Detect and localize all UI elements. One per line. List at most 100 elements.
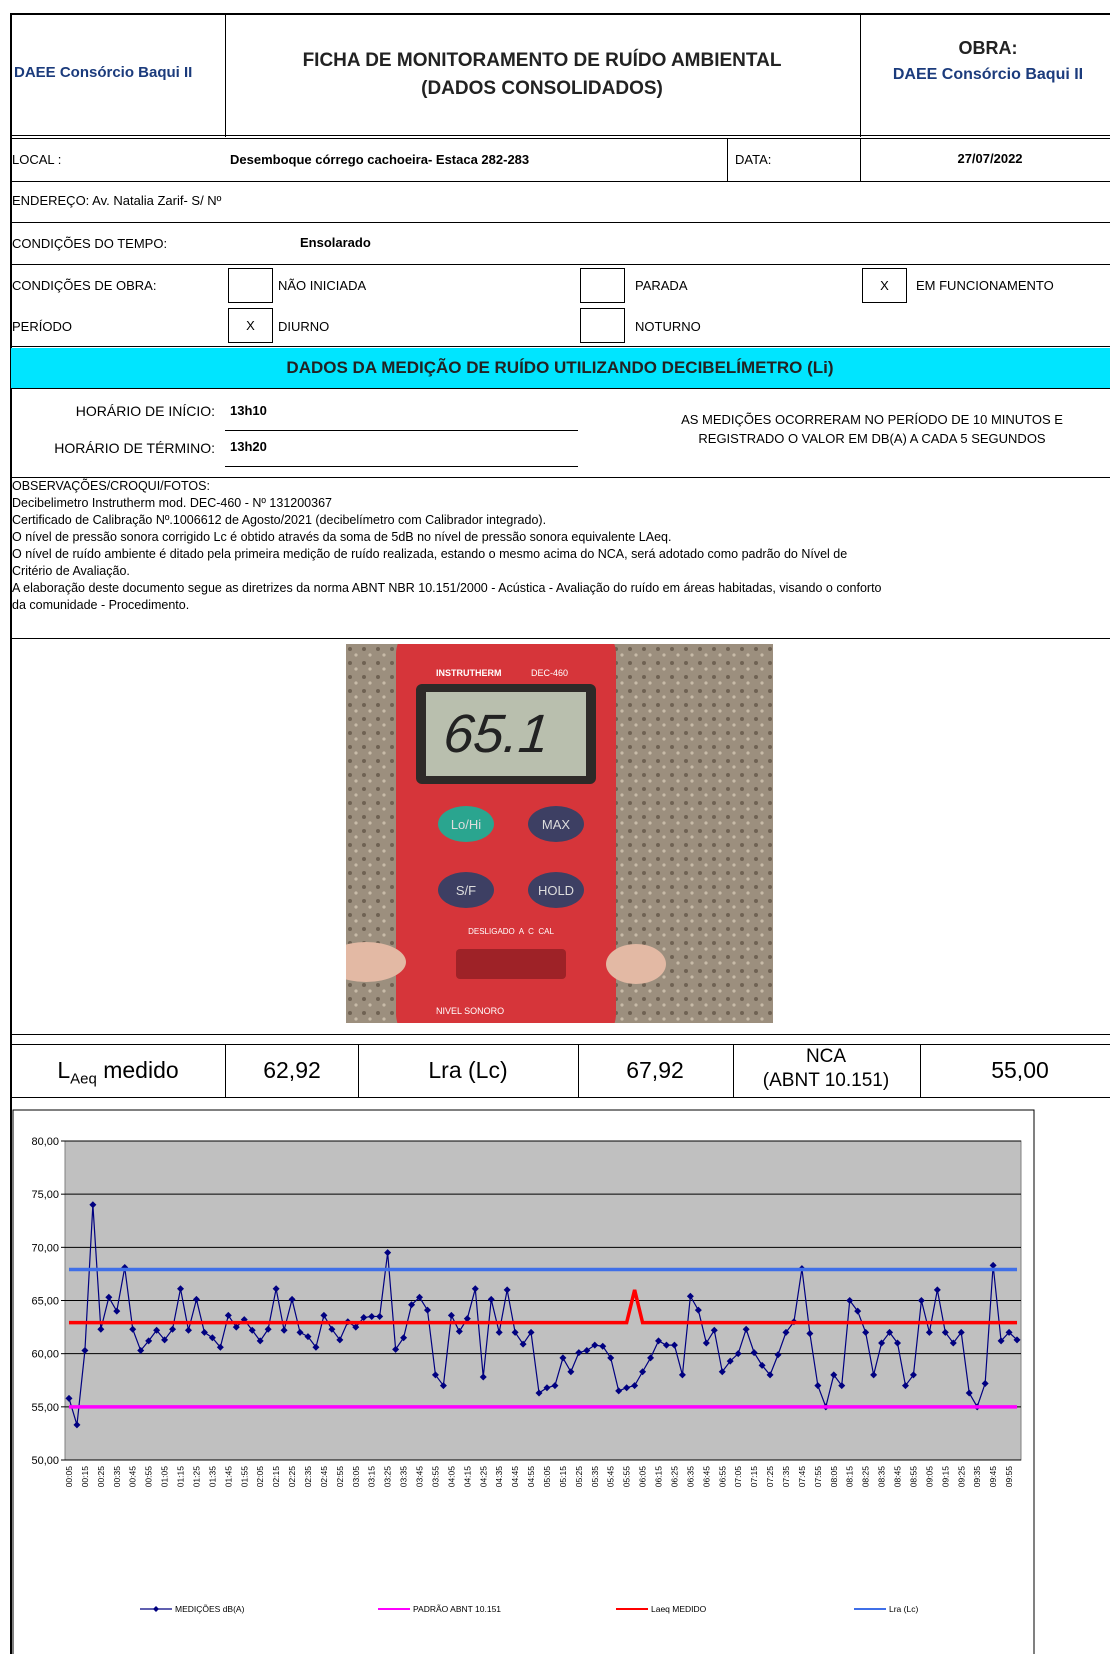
x-tick-label: 03:55 <box>430 1466 440 1488</box>
rule <box>10 222 1110 223</box>
data-point <box>686 1292 694 1300</box>
data-point <box>487 1295 495 1303</box>
model: DEC-460 <box>531 668 568 678</box>
switch <box>456 949 566 979</box>
data-point <box>105 1293 113 1301</box>
obs-line: Critério de Avaliação. <box>12 564 130 578</box>
x-tick-label: 04:35 <box>494 1466 504 1488</box>
x-tick-label: 05:45 <box>606 1466 616 1488</box>
x-tick-label: 07:35 <box>781 1466 791 1488</box>
label: DATA: <box>735 152 772 167</box>
rule <box>10 1044 1110 1045</box>
data-point <box>89 1201 97 1209</box>
data-point <box>463 1315 471 1323</box>
data-point <box>886 1328 894 1336</box>
obs-line: Certificado de Calibração Nº.1006612 de … <box>12 513 547 527</box>
x-tick-label: 03:05 <box>351 1466 361 1488</box>
x-tick-label: 08:15 <box>845 1466 855 1488</box>
x-tick-label: 00:05 <box>64 1466 74 1488</box>
legend-label: MEDIÇÕES dB(A) <box>175 1604 245 1614</box>
rule <box>10 181 1110 182</box>
data-point <box>782 1328 790 1336</box>
y-tick-label: 70,00 <box>31 1242 59 1254</box>
x-tick-label: 02:05 <box>255 1466 265 1488</box>
data-point <box>551 1382 559 1390</box>
note: AS MEDIÇÕES OCORRERAM NO PERÍODO DE 10 M… <box>681 412 1063 427</box>
x-tick-label: 06:05 <box>638 1466 648 1488</box>
data-point <box>431 1371 439 1379</box>
legend-label: PADRÃO ABNT 10.151 <box>413 1604 501 1614</box>
data-point <box>949 1339 957 1347</box>
data-point <box>1013 1336 1021 1344</box>
checkbox <box>580 308 625 343</box>
data-point <box>662 1341 670 1349</box>
x-tick-label: 07:15 <box>749 1466 759 1488</box>
data-point <box>336 1336 344 1344</box>
text: medido <box>96 1057 179 1083</box>
text: L <box>57 1057 71 1083</box>
title: FICHA DE MONITORAMENTO DE RUÍDO AMBIENTA… <box>302 50 782 71</box>
label: HORÁRIO DE INÍCIO: <box>75 403 215 419</box>
x-tick-label: 04:15 <box>462 1466 472 1488</box>
label: CONDIÇÕES DO TEMPO: <box>12 236 168 251</box>
data-point <box>320 1311 328 1319</box>
data-point <box>670 1341 678 1349</box>
legend-marker <box>153 1606 159 1612</box>
x-tick-label: 01:25 <box>191 1466 201 1488</box>
data-point <box>376 1312 384 1320</box>
x-tick-label: 08:55 <box>908 1466 918 1488</box>
x-tick-label: 00:25 <box>96 1466 106 1488</box>
x-tick-label: 05:25 <box>574 1466 584 1488</box>
data-point <box>575 1349 583 1357</box>
x-tick-label: 02:35 <box>303 1466 313 1488</box>
x-tick-label: 06:45 <box>701 1466 711 1488</box>
data-point <box>384 1249 392 1257</box>
obs-line: A elaboração deste documento segue as di… <box>12 581 882 595</box>
x-tick-label: 01:05 <box>160 1466 170 1488</box>
label: PERÍODO <box>12 319 72 334</box>
data-point <box>814 1382 822 1390</box>
data-point <box>73 1421 81 1429</box>
brand: INSTRUTHERM <box>436 668 502 678</box>
x-tick-label: 01:15 <box>176 1466 186 1488</box>
y-tick-label: 60,00 <box>31 1349 59 1361</box>
option: NOTURNO <box>635 319 701 334</box>
lra: 67,92 <box>626 1057 684 1083</box>
data-point <box>766 1371 774 1379</box>
x-tick-label: 09:25 <box>956 1466 966 1488</box>
data-point <box>702 1339 710 1347</box>
rule <box>10 638 1110 639</box>
label: LOCAL : <box>12 152 62 167</box>
x-tick-label: 07:45 <box>797 1466 807 1488</box>
data-point <box>447 1311 455 1319</box>
data-point <box>647 1354 655 1362</box>
finger <box>346 942 406 982</box>
obs-line: O nível de pressão sonora corrigido Lc é… <box>12 530 672 544</box>
x-tick-label: 05:55 <box>622 1466 632 1488</box>
button-label: S/F <box>456 883 476 898</box>
data-point <box>519 1340 527 1348</box>
x-tick-label: 03:35 <box>399 1466 409 1488</box>
rule <box>225 1044 226 1097</box>
data-point <box>623 1384 631 1392</box>
x-tick-label: 06:35 <box>685 1466 695 1488</box>
x-tick-label: 06:55 <box>717 1466 727 1488</box>
obs-title: OBSERVAÇÕES/CROQUI/FOTOS: <box>12 479 210 493</box>
data-point <box>113 1307 121 1315</box>
data-point <box>997 1337 1005 1345</box>
value: 27/07/2022 <box>957 151 1023 166</box>
data-point <box>97 1325 105 1333</box>
value: Desemboque córrego cachoeira- Estaca 282… <box>230 152 530 167</box>
data-point <box>312 1343 320 1351</box>
x-tick-label: 04:55 <box>526 1466 536 1488</box>
data-point <box>599 1342 607 1350</box>
x-tick-label: 08:25 <box>861 1466 871 1488</box>
data-point <box>758 1361 766 1369</box>
button <box>438 872 494 908</box>
note: REGISTRADO O VALOR EM DB(A) A CADA 5 SEG… <box>698 431 1046 446</box>
data-point <box>161 1336 169 1344</box>
rule <box>10 1034 1110 1035</box>
x-tick-label: 07:55 <box>813 1466 823 1488</box>
data-point <box>639 1368 647 1376</box>
